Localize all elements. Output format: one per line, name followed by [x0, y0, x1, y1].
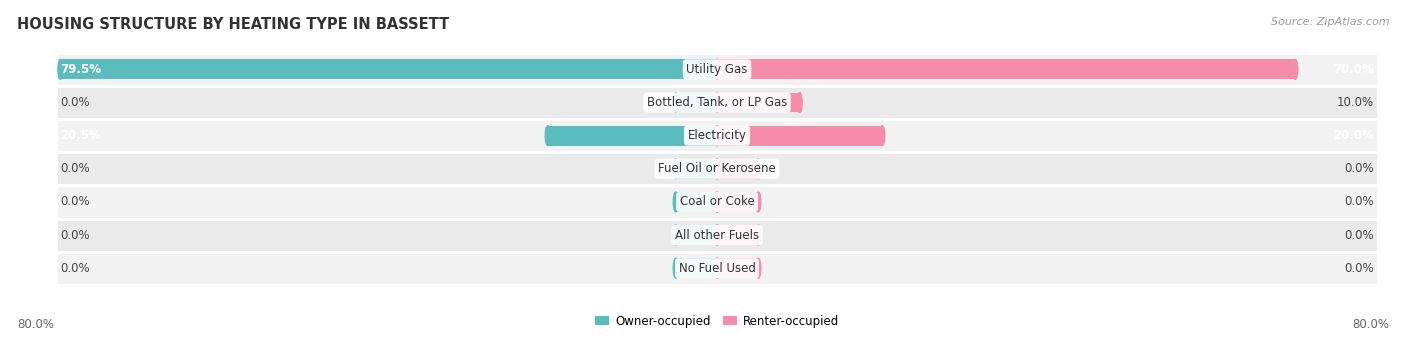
- Bar: [717, 126, 883, 146]
- Text: HOUSING STRUCTURE BY HEATING TYPE IN BASSETT: HOUSING STRUCTURE BY HEATING TYPE IN BAS…: [17, 17, 449, 32]
- Text: 10.0%: 10.0%: [1337, 96, 1374, 109]
- Circle shape: [756, 258, 761, 278]
- Bar: [56, 119, 1378, 152]
- Circle shape: [714, 258, 720, 278]
- Circle shape: [714, 159, 720, 179]
- Legend: Owner-occupied, Renter-occupied: Owner-occupied, Renter-occupied: [591, 310, 844, 332]
- Circle shape: [714, 192, 720, 212]
- Circle shape: [673, 192, 678, 212]
- Circle shape: [58, 59, 63, 79]
- Circle shape: [714, 59, 720, 79]
- Bar: [676, 159, 717, 179]
- Bar: [717, 159, 758, 179]
- Text: 20.0%: 20.0%: [1333, 129, 1374, 142]
- Text: 0.0%: 0.0%: [60, 228, 90, 241]
- Text: 80.0%: 80.0%: [17, 318, 53, 331]
- Circle shape: [673, 159, 678, 179]
- Bar: [56, 53, 1378, 86]
- Circle shape: [673, 92, 678, 113]
- Circle shape: [714, 225, 720, 245]
- Text: 0.0%: 0.0%: [1344, 162, 1374, 175]
- Bar: [717, 59, 1295, 79]
- Circle shape: [714, 258, 720, 278]
- Text: Fuel Oil or Kerosene: Fuel Oil or Kerosene: [658, 162, 776, 175]
- Circle shape: [546, 126, 550, 146]
- Text: 0.0%: 0.0%: [60, 96, 90, 109]
- Text: Bottled, Tank, or LP Gas: Bottled, Tank, or LP Gas: [647, 96, 787, 109]
- Text: Coal or Coke: Coal or Coke: [679, 195, 755, 208]
- Text: 0.0%: 0.0%: [1344, 195, 1374, 208]
- Bar: [676, 92, 717, 113]
- Circle shape: [714, 126, 720, 146]
- Text: Electricity: Electricity: [688, 129, 747, 142]
- Text: 0.0%: 0.0%: [60, 162, 90, 175]
- Circle shape: [714, 159, 720, 179]
- Circle shape: [714, 92, 720, 113]
- Text: Source: ZipAtlas.com: Source: ZipAtlas.com: [1271, 17, 1389, 27]
- Bar: [717, 225, 758, 245]
- Circle shape: [880, 126, 884, 146]
- Bar: [676, 192, 717, 212]
- Circle shape: [756, 159, 761, 179]
- Text: All other Fuels: All other Fuels: [675, 228, 759, 241]
- Text: 70.0%: 70.0%: [1333, 63, 1374, 76]
- Circle shape: [756, 225, 761, 245]
- Bar: [56, 86, 1378, 119]
- Circle shape: [714, 92, 720, 113]
- Text: 0.0%: 0.0%: [60, 262, 90, 275]
- Bar: [56, 252, 1378, 285]
- Bar: [548, 126, 717, 146]
- Bar: [676, 258, 717, 278]
- Bar: [56, 152, 1378, 186]
- Bar: [60, 59, 717, 79]
- Text: 0.0%: 0.0%: [1344, 228, 1374, 241]
- Circle shape: [714, 126, 720, 146]
- Bar: [676, 225, 717, 245]
- Circle shape: [1292, 59, 1298, 79]
- Circle shape: [673, 225, 678, 245]
- Text: 0.0%: 0.0%: [1344, 262, 1374, 275]
- Text: 79.5%: 79.5%: [60, 63, 101, 76]
- Text: No Fuel Used: No Fuel Used: [679, 262, 755, 275]
- Circle shape: [797, 92, 803, 113]
- Text: 20.5%: 20.5%: [60, 129, 101, 142]
- Circle shape: [714, 225, 720, 245]
- Text: Utility Gas: Utility Gas: [686, 63, 748, 76]
- Bar: [717, 192, 758, 212]
- Bar: [717, 258, 758, 278]
- Bar: [717, 92, 800, 113]
- Circle shape: [714, 59, 720, 79]
- Circle shape: [714, 192, 720, 212]
- Text: 0.0%: 0.0%: [60, 195, 90, 208]
- Bar: [56, 186, 1378, 219]
- Bar: [56, 219, 1378, 252]
- Circle shape: [756, 192, 761, 212]
- Text: 80.0%: 80.0%: [1353, 318, 1389, 331]
- Circle shape: [673, 258, 678, 278]
